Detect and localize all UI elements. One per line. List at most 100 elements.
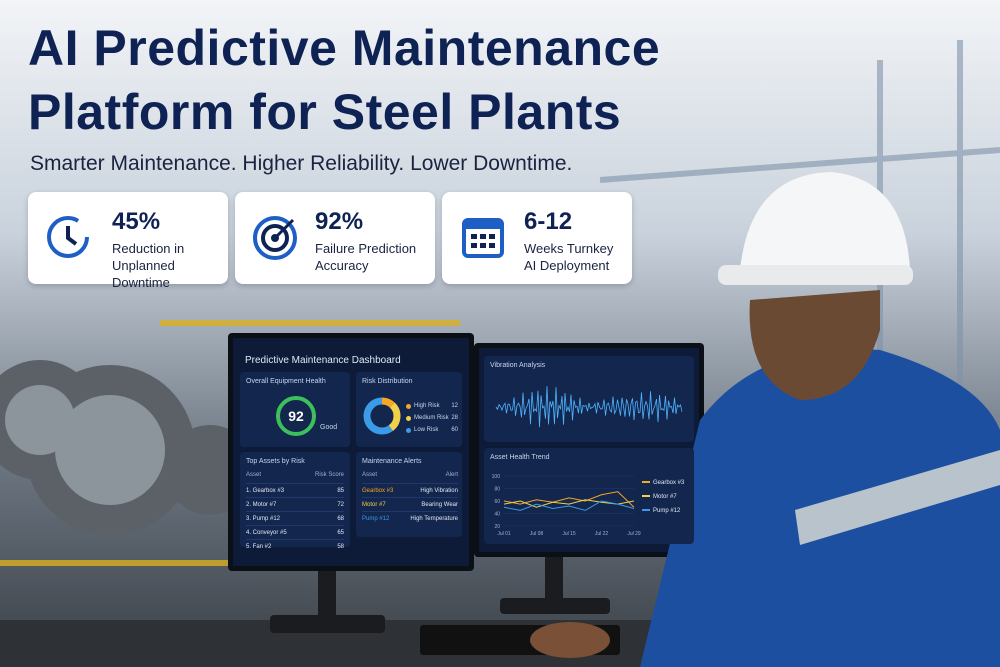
- clock-icon: [47, 216, 89, 258]
- table-cell: High Vibration: [420, 487, 458, 494]
- table-cell: 58: [337, 543, 344, 550]
- y-tick-label: 100: [492, 474, 501, 480]
- stat-card: 92% Failure Prediction Accuracy: [235, 192, 435, 284]
- table-cell: Gearbox #3: [362, 487, 394, 494]
- table-row: 4. Conveyor #5 65: [246, 525, 344, 539]
- waveform: [495, 386, 683, 428]
- series-line: [503, 491, 635, 508]
- panel-title: Top Assets by Risk: [246, 458, 305, 465]
- stat-label: Unplanned Downtime: [112, 258, 175, 290]
- stat-label: Failure Prediction: [315, 241, 417, 256]
- y-tick-label: 60: [494, 499, 500, 505]
- series-line: [503, 500, 635, 511]
- legend-value: 12: [451, 403, 458, 409]
- legend-label: Low Risk: [414, 427, 439, 433]
- target-icon: [253, 216, 297, 260]
- calendar-icon: [462, 218, 504, 258]
- table-row: 2. Motor #7 72: [246, 497, 344, 511]
- x-tick-label: Jul 08: [530, 531, 544, 537]
- table-cell: 1. Gearbox #3: [246, 487, 285, 494]
- table-cell: Bearing Wear: [421, 501, 458, 508]
- x-tick-label: Jul 22: [595, 531, 609, 537]
- panel: Risk Distribution High Risk 12 Medium Risk…: [356, 372, 462, 447]
- table-header: Asset Risk Score: [246, 472, 344, 483]
- legend-label: High Risk: [414, 403, 440, 409]
- panel: Vibration Analysis: [484, 356, 694, 442]
- stat-label: Weeks Turnkey: [524, 241, 614, 256]
- table-cell: 65: [337, 529, 344, 536]
- y-tick-label: 40: [494, 512, 500, 518]
- column-header: Risk Score: [314, 472, 344, 478]
- legend-row: High Risk 12: [406, 400, 458, 412]
- legend-row: Medium Risk 28: [406, 412, 458, 424]
- legend: High Risk 12 Medium Risk 28 Low Risk 60: [406, 400, 458, 436]
- table-cell: 68: [337, 515, 344, 522]
- stat-label: AI Deployment: [524, 258, 610, 273]
- stat-label: Reduction in: [112, 241, 185, 256]
- panel: Asset Health Trend 20 40 60 80 100 Jul 01 Jul …: [484, 448, 694, 544]
- panel-title: Maintenance Alerts: [362, 458, 422, 465]
- legend-swatch: [406, 415, 411, 421]
- table-cell: High Temperature: [410, 515, 458, 522]
- table-cell: Pump #12: [362, 515, 390, 522]
- table: Asset Alert Gearbox #3 High Vibration Motor …: [362, 472, 458, 525]
- chart-title: Asset Health Trend: [490, 454, 550, 461]
- table-row: Motor #7 Bearing Wear: [362, 497, 458, 511]
- health-score: 92: [288, 408, 304, 424]
- legend-label: Medium Risk: [414, 415, 449, 421]
- donut: [363, 397, 401, 435]
- legend-row: Low Risk 60: [406, 424, 458, 436]
- health-status: Good: [320, 424, 338, 431]
- table-row: Gearbox #3 High Vibration: [362, 483, 458, 497]
- table: Asset Risk Score 1. Gearbox #3 85 2. Motor #…: [246, 472, 344, 553]
- table-cell: 5. Fan #2: [246, 543, 272, 550]
- legend-label: Gearbox #3: [653, 480, 685, 486]
- stat-value: 92%: [315, 208, 364, 235]
- column-header: Asset: [246, 472, 262, 478]
- panel: Overall Equipment Health 92 Good: [240, 372, 350, 447]
- y-tick-label: 80: [494, 487, 500, 493]
- x-tick-label: Jul 15: [562, 531, 576, 537]
- subtitle: Smarter Maintenance. Higher Reliability.…: [30, 152, 573, 175]
- x-tick-label: Jul 29: [627, 531, 641, 537]
- donut-segment: [381, 397, 395, 408]
- panel: Top Assets by Risk Asset Risk Score 1. Gea…: [240, 452, 350, 550]
- legend-swatch: [406, 403, 411, 409]
- legend-value: 60: [451, 427, 458, 433]
- donut-segment: [363, 397, 393, 435]
- table-cell: 85: [337, 487, 344, 494]
- stat-value: 6-12: [524, 208, 573, 235]
- table-header: Asset Alert: [362, 472, 458, 483]
- table-cell: 2. Motor #7: [246, 501, 277, 508]
- legend-value: 28: [451, 415, 458, 421]
- table-cell: 4. Conveyor #5: [246, 529, 287, 536]
- donut-segment: [388, 402, 401, 431]
- table-cell: Motor #7: [362, 501, 386, 508]
- stat-card: 45% Reduction in Unplanned Downtime: [28, 192, 228, 290]
- title: AI Predictive Maintenance: [28, 20, 661, 76]
- table-cell: 72: [337, 501, 344, 508]
- legend-swatch: [406, 427, 411, 433]
- dashboard-title: Predictive Maintenance Dashboard: [245, 355, 401, 366]
- panel-title: Vibration Analysis: [490, 362, 546, 369]
- gauge: [276, 396, 316, 436]
- stat-value: 45%: [112, 208, 161, 235]
- panel: Maintenance Alerts Asset Alert Gearbox #3 H…: [356, 452, 462, 537]
- column-header: Asset: [362, 472, 378, 478]
- panel-title: Overall Equipment Health: [246, 378, 326, 385]
- stat-card: 6-12 Weeks Turnkey AI Deployment: [442, 192, 632, 284]
- waveform-line: [495, 386, 683, 428]
- chart: 20 40 60 80 100 Jul 01 Jul 08 Jul 15 Jul 22 Jul 2…: [492, 474, 685, 537]
- x-tick-label: Jul 01: [497, 531, 511, 537]
- y-tick-label: 20: [494, 524, 500, 530]
- legend-label: Pump #12: [653, 508, 681, 514]
- panel-title: Risk Distribution: [362, 378, 413, 385]
- column-header: Alert: [445, 472, 458, 478]
- table-row: Pump #12 High Temperature: [362, 511, 458, 525]
- table-row: 1. Gearbox #3 85: [246, 483, 344, 497]
- legend-label: Motor #7: [653, 494, 677, 500]
- table-row: 5. Fan #2 58: [246, 539, 344, 553]
- table-row: 3. Pump #12 68: [246, 511, 344, 525]
- table-cell: 3. Pump #12: [246, 515, 281, 522]
